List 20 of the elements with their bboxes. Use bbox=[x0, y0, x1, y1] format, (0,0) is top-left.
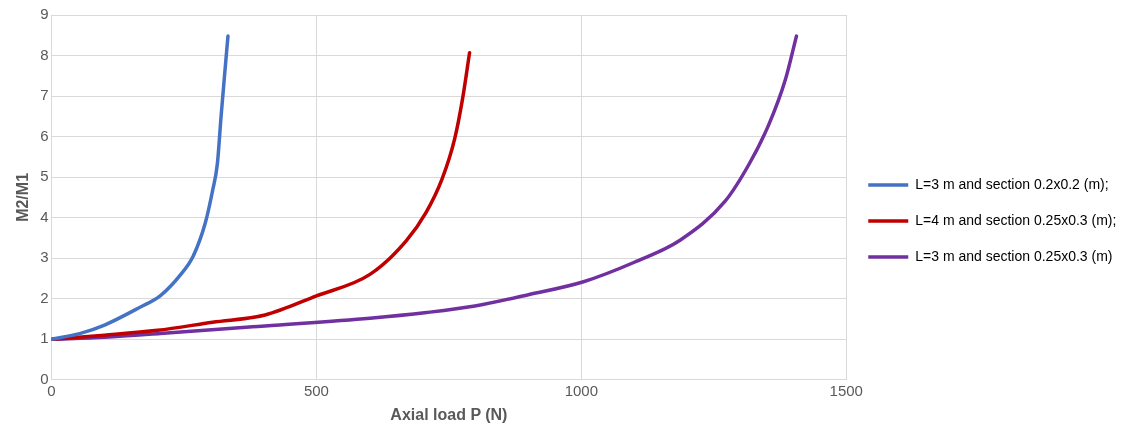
x-tick-label: 500 bbox=[303, 381, 329, 399]
legend-label: L=4 m and section 0.25x0.3 (m); bbox=[915, 211, 1117, 228]
x-tick-label: 1500 bbox=[829, 381, 863, 399]
y-tick-label: 3 bbox=[40, 248, 49, 266]
y-axis-title: M2/M1 bbox=[14, 172, 32, 222]
y-tick-label: 6 bbox=[40, 126, 49, 144]
legend-label: L=3 m and section 0.25x0.3 (m) bbox=[915, 247, 1113, 264]
y-tick-label: 7 bbox=[40, 86, 49, 104]
legend-label: L=3 m and section 0.2x0.2 (m); bbox=[915, 175, 1109, 192]
x-tick-label: 1000 bbox=[564, 381, 599, 399]
y-tick-label: 0 bbox=[40, 369, 49, 387]
y-tick-label: 4 bbox=[40, 207, 49, 225]
y-tick-label: 1 bbox=[40, 329, 49, 347]
line-series bbox=[51, 50, 472, 342]
y-tick-label: 5 bbox=[40, 167, 49, 185]
y-tick-label: 8 bbox=[40, 45, 49, 63]
x-axis-title: Axial load P (N) bbox=[390, 405, 508, 423]
y-tick-label: 9 bbox=[40, 5, 49, 23]
y-tick-label: 2 bbox=[40, 288, 49, 306]
line-series bbox=[51, 34, 230, 342]
